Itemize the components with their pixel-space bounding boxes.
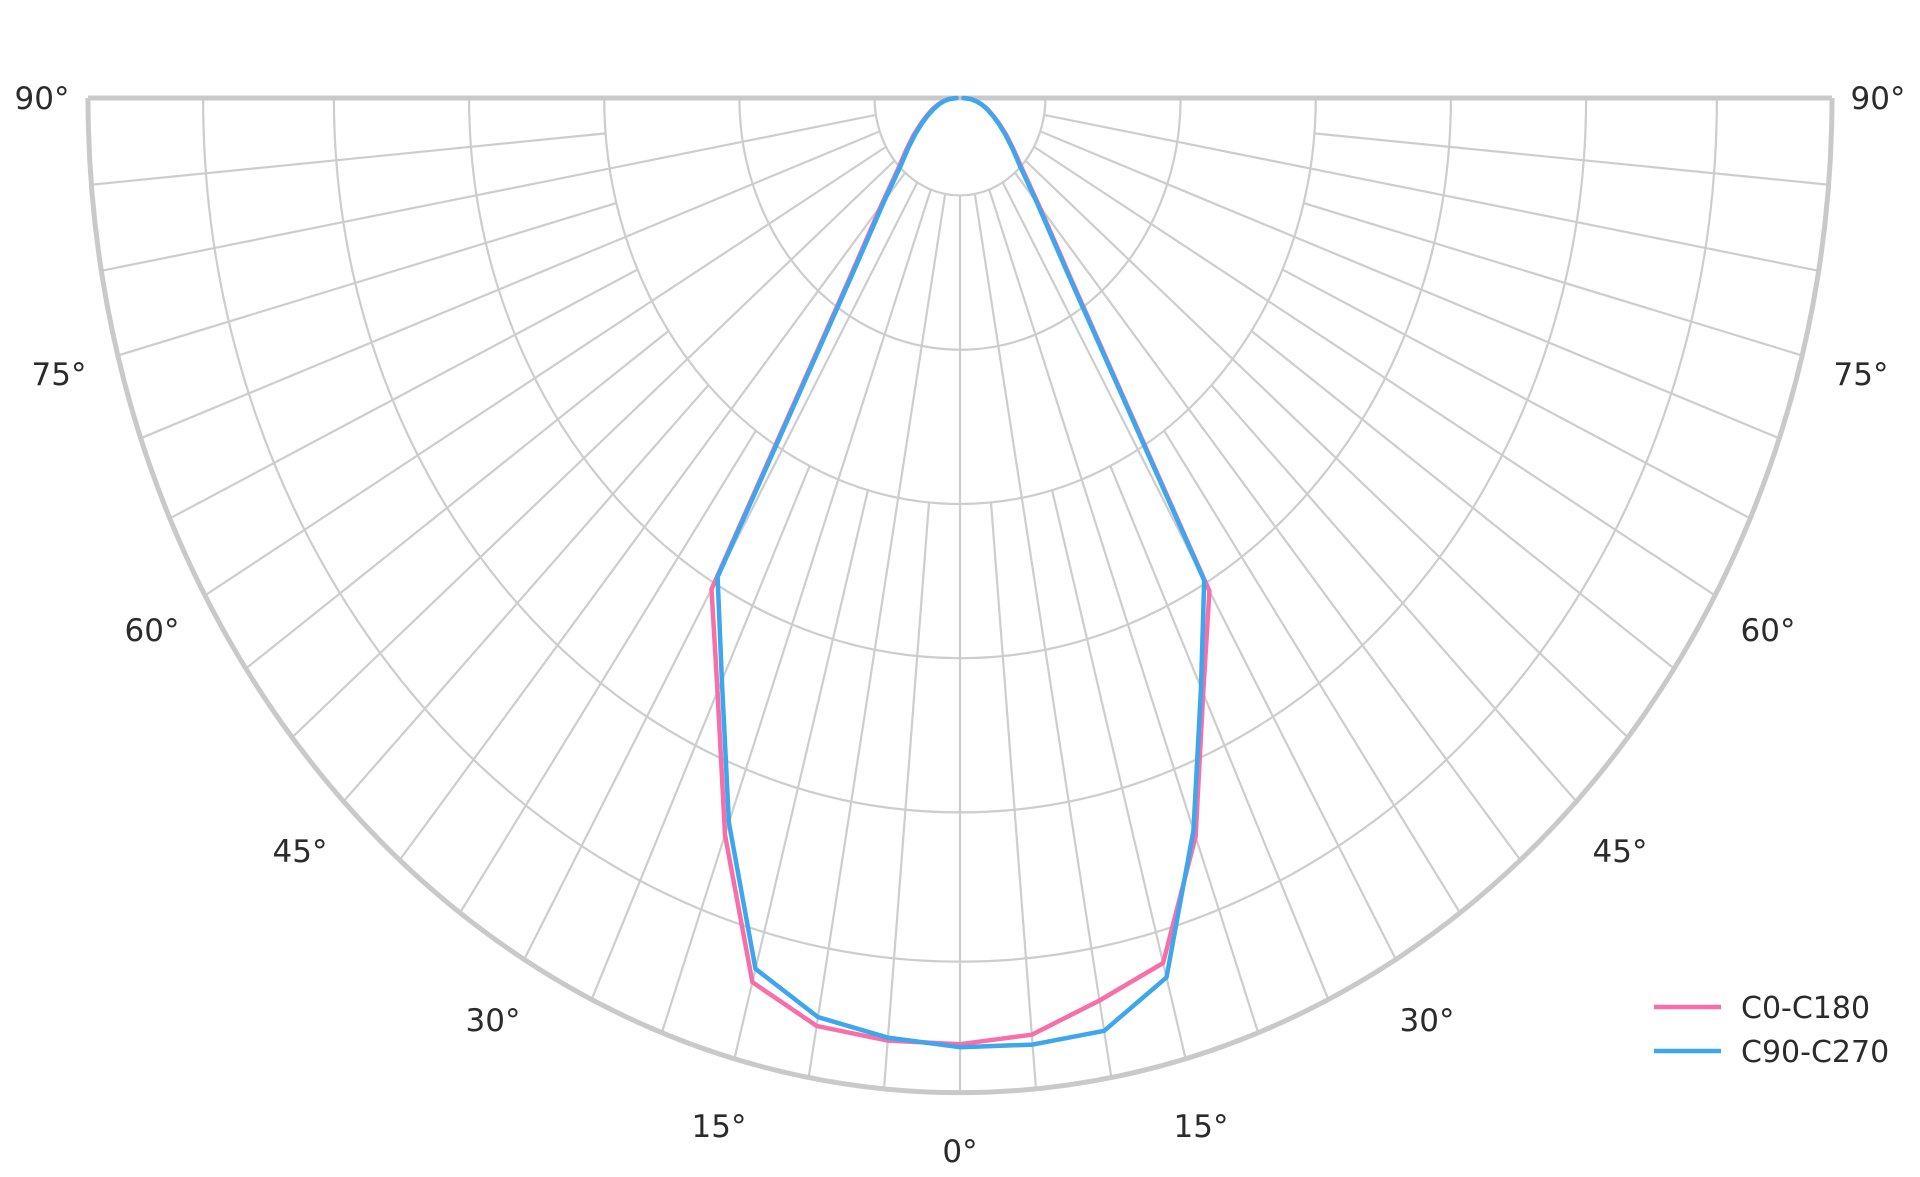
angle-tick-label: 60° xyxy=(125,613,180,649)
grid-spoke-major xyxy=(1024,159,1629,739)
legend-item-c90-c270: C90-C270 xyxy=(1654,1035,1889,1070)
grid-spoke-minor xyxy=(989,502,1038,1090)
legend: C0-C180 C90-C270 xyxy=(1654,991,1889,1070)
legend-item-c0-c180: C0-C180 xyxy=(1654,991,1870,1026)
curve-c90-c270 xyxy=(715,95,1207,1050)
grid-spoke-minor xyxy=(1210,384,1578,803)
grid-spoke-minor xyxy=(117,202,617,357)
angle-tick-label: 15° xyxy=(1174,1109,1229,1145)
grid-spoke-minor xyxy=(1281,268,1751,520)
grid-spoke-minor xyxy=(590,465,811,1001)
grid-spoke-minor xyxy=(1109,465,1330,1001)
angle-tick-label: 75° xyxy=(1834,357,1889,393)
grid-spoke-minor xyxy=(882,502,931,1090)
angle-tick-label: 60° xyxy=(1741,613,1796,649)
grid-spoke-minor xyxy=(1250,329,1675,670)
grid-spoke-major xyxy=(101,113,877,272)
angle-tick-label: 90° xyxy=(1851,81,1906,117)
angle-tick-label: 45° xyxy=(273,834,328,870)
angle-tick-label: 0° xyxy=(942,1134,977,1170)
grid-spoke-major xyxy=(1033,145,1716,597)
grid-spoke-major xyxy=(1043,113,1819,272)
legend-label-c90-c270: C90-C270 xyxy=(1741,1035,1889,1070)
legend-label-c0-c180: C0-C180 xyxy=(1741,991,1870,1026)
grid-spoke-major xyxy=(1014,172,1522,861)
angle-tick-label: 45° xyxy=(1593,834,1648,870)
grid-spoke-minor xyxy=(1303,202,1803,357)
intensity-curves-layer xyxy=(709,95,1212,1050)
grid-spoke-minor xyxy=(169,268,639,520)
grid-spoke-major xyxy=(660,189,932,1034)
angle-tick-label: 30° xyxy=(466,1003,521,1039)
grid-spoke-major xyxy=(291,159,896,739)
grid-spoke-major xyxy=(140,130,881,440)
grid-spoke-major xyxy=(973,193,1113,1079)
grid-spoke-minor xyxy=(1163,429,1462,914)
grid-spoke-minor xyxy=(1314,132,1829,186)
angle-tick-label: 15° xyxy=(692,1109,747,1145)
polar-rim-arc xyxy=(85,97,1835,1096)
angle-tick-labels-layer: 0° 15° 15° 30° 30° 45° 45° 60° 60° 75° 75° 90° 90° xyxy=(15,81,1906,1170)
grid-spoke-major xyxy=(204,145,887,597)
grid-spoke-minor xyxy=(245,329,670,670)
polar-grid-layer xyxy=(85,95,1835,1096)
grid-spoke-major xyxy=(807,193,947,1079)
grid-spoke-major xyxy=(988,189,1260,1034)
grid-spoke-major xyxy=(398,172,906,861)
grid-spoke-minor xyxy=(342,384,710,803)
grid-spoke-minor xyxy=(91,132,606,186)
grid-spoke-minor xyxy=(733,489,869,1060)
grid-spoke-major xyxy=(1039,130,1780,440)
angle-tick-label: 30° xyxy=(1400,1003,1455,1039)
grid-spoke-minor xyxy=(458,429,757,914)
angle-tick-label: 90° xyxy=(15,81,70,117)
angle-tick-label: 75° xyxy=(32,357,87,393)
